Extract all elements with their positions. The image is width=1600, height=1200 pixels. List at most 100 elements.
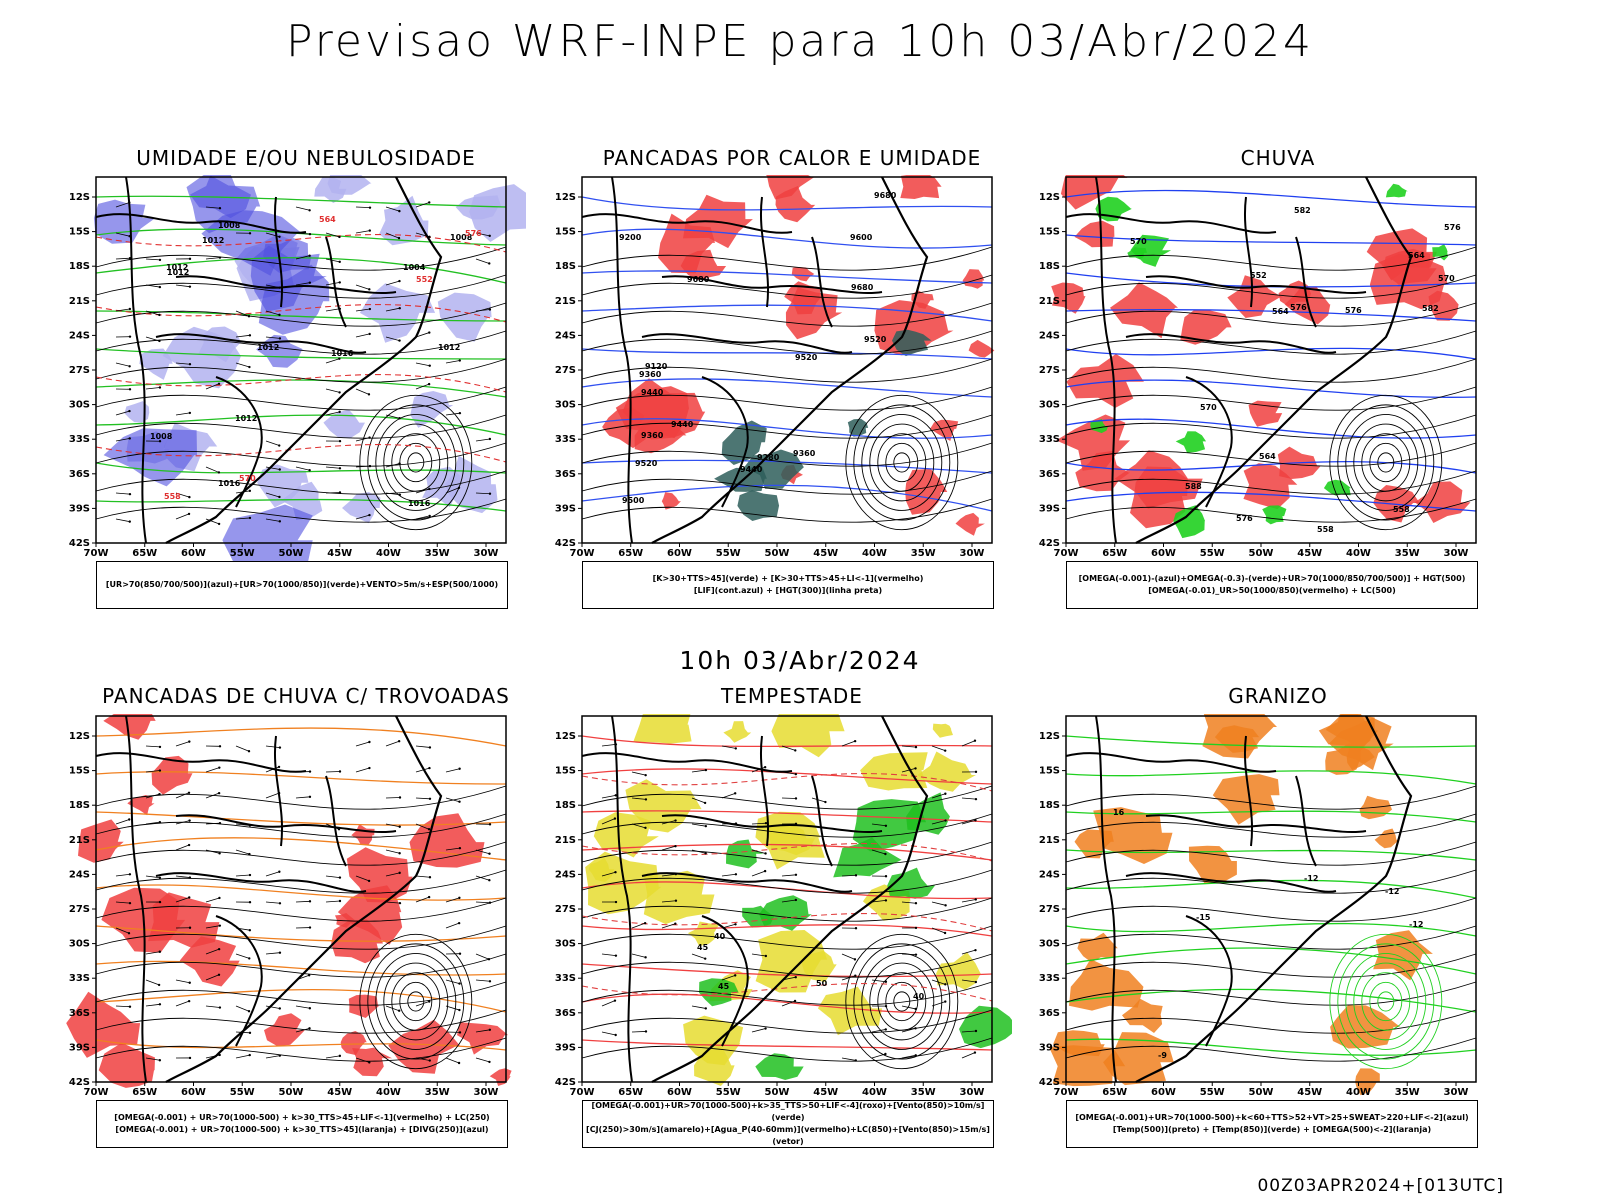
contour-label: 558 [164, 492, 181, 501]
lon-tick-label: 55W [1200, 548, 1225, 559]
lon-tick-label: 50W [279, 548, 304, 559]
contour-label: 1012 [235, 414, 257, 423]
contour-label: 9120 [645, 362, 668, 371]
lat-tick-label: 33S [1039, 973, 1060, 984]
lat-tick-label: 30S [69, 939, 90, 950]
lon-tick-label: 60W [1151, 548, 1176, 559]
lon-tick-label: 30W [1444, 1087, 1469, 1098]
legend-line: [OMEGA(-0.001)-(azul)+OMEGA(-0.3)-(verde… [1078, 574, 1466, 583]
lon-tick-label: 65W [132, 1087, 157, 1098]
contour-label: -9 [1158, 1051, 1167, 1060]
lat-tick-label: 18S [69, 800, 90, 811]
contour-label: 576 [1444, 223, 1461, 232]
contour-label: -12 [1409, 920, 1423, 929]
lat-tick-label: 36S [69, 469, 90, 480]
lon-tick-label: 55W [1200, 1087, 1225, 1098]
lat-tick-label: 30S [1039, 939, 1060, 950]
lat-tick-label: 18S [69, 261, 90, 272]
contour-label: 558 [1393, 505, 1410, 514]
lat-tick-label: 36S [555, 1008, 576, 1019]
contour-label: 45 [718, 982, 730, 991]
lon-tick-label: 55W [230, 548, 255, 559]
lon-tick-label: 45W [1297, 548, 1322, 559]
contour-label: 582 [1422, 304, 1439, 313]
contour-label: 576 [465, 229, 482, 238]
lon-tick-label: 60W [667, 548, 692, 559]
contour-label: 1016 [218, 479, 241, 488]
lon-tick-label: 50W [765, 548, 790, 559]
panel-tempestade: TEMPESTADE [552, 684, 1032, 1164]
lat-tick-label: 12S [555, 192, 576, 203]
lat-tick-label: 36S [69, 1008, 90, 1019]
contour-label: 564 [1272, 307, 1289, 316]
contour-label: 1016 [331, 349, 354, 358]
lat-tick-label: 18S [1039, 261, 1060, 272]
lat-tick-label: 18S [1039, 800, 1060, 811]
lat-tick-label: 12S [555, 731, 576, 742]
lon-tick-label: 35W [1395, 548, 1420, 559]
lat-tick-label: 21S [1039, 296, 1060, 307]
lat-tick-label: 39S [555, 1042, 576, 1053]
contour-label: 16 [1113, 808, 1125, 817]
legend-line: [OMEGA(-0.01)_UR>50(1000/850)(vermelho) … [1148, 586, 1396, 595]
legend-box: [OMEGA(-0.001)+UR>70(1000-500)+k<60+TTS>… [1066, 1100, 1478, 1148]
lon-tick-label: 50W [765, 1087, 790, 1098]
contour-label: 40 [714, 932, 726, 941]
lon-tick-label: 30W [1444, 548, 1469, 559]
contour-label: 552 [1250, 271, 1267, 280]
lat-tick-label: 33S [69, 434, 90, 445]
lat-tick-label: 21S [69, 296, 90, 307]
contour-label: 564 [1408, 251, 1425, 260]
lat-tick-label: 42S [1039, 538, 1060, 549]
lat-tick-label: 42S [69, 1077, 90, 1088]
lon-tick-label: 35W [911, 1087, 936, 1098]
lon-tick-label: 30W [960, 548, 985, 559]
legend-line: [OMEGA(-0.001)+UR>70(1000-500)+k<60+TTS>… [1075, 1113, 1469, 1122]
lat-tick-label: 30S [69, 400, 90, 411]
contour-label: 9440 [740, 465, 763, 474]
contour-label: 9360 [641, 431, 664, 440]
lat-tick-label: 12S [69, 192, 90, 203]
contour-label: 9520 [635, 459, 658, 468]
lat-tick-label: 30S [555, 400, 576, 411]
contour-label: 570 [1438, 274, 1455, 283]
contour-label: 582 [1294, 206, 1311, 215]
contour-label: 9680 [687, 275, 710, 284]
lon-tick-label: 35W [1395, 1087, 1420, 1098]
contour-label: 9680 [874, 191, 897, 200]
lon-tick-label: 45W [327, 1087, 352, 1098]
lat-tick-label: 24S [1039, 330, 1060, 341]
contour-label: 9520 [795, 353, 818, 362]
lat-tick-label: 30S [555, 939, 576, 950]
lat-tick-label: 27S [1039, 904, 1060, 915]
legend-box: [K>30+TTS>45](verde) + [K>30+TTS>45+LI<-… [582, 561, 994, 609]
lat-tick-label: 24S [69, 330, 90, 341]
contour-label: 564 [1259, 452, 1276, 461]
lon-tick-label: 60W [181, 1087, 206, 1098]
lat-tick-label: 39S [555, 503, 576, 514]
lon-tick-label: 65W [618, 1087, 643, 1098]
lat-tick-label: 33S [1039, 434, 1060, 445]
lon-tick-label: 45W [813, 548, 838, 559]
lat-tick-label: 27S [555, 365, 576, 376]
lat-tick-label: 33S [555, 973, 576, 984]
contour-label: 1012 [167, 268, 189, 277]
contour-label: 9500 [622, 496, 645, 505]
lon-tick-label: 55W [716, 1087, 741, 1098]
lon-tick-label: 50W [279, 1087, 304, 1098]
lon-tick-label: 50W [1249, 1087, 1274, 1098]
lon-tick-label: 70W [84, 548, 109, 559]
contour-label: 570 [1130, 237, 1147, 246]
lat-tick-label: 18S [555, 800, 576, 811]
contour-label: 9520 [864, 335, 887, 344]
panel-chuva: CHUVA [1038, 146, 1518, 626]
lon-tick-label: 40W [862, 1087, 887, 1098]
panel-title: TEMPESTADE [721, 684, 863, 708]
contour-label: 1008 [150, 432, 173, 441]
contour-label: 40 [913, 992, 925, 1001]
lat-tick-label: 27S [1039, 365, 1060, 376]
lat-tick-label: 24S [555, 330, 576, 341]
lat-tick-label: 39S [1039, 503, 1060, 514]
lon-tick-label: 60W [667, 1087, 692, 1098]
legend-box: [OMEGA(-0.001)+UR>70(1000-500)+k>35_TTS>… [582, 1100, 994, 1148]
